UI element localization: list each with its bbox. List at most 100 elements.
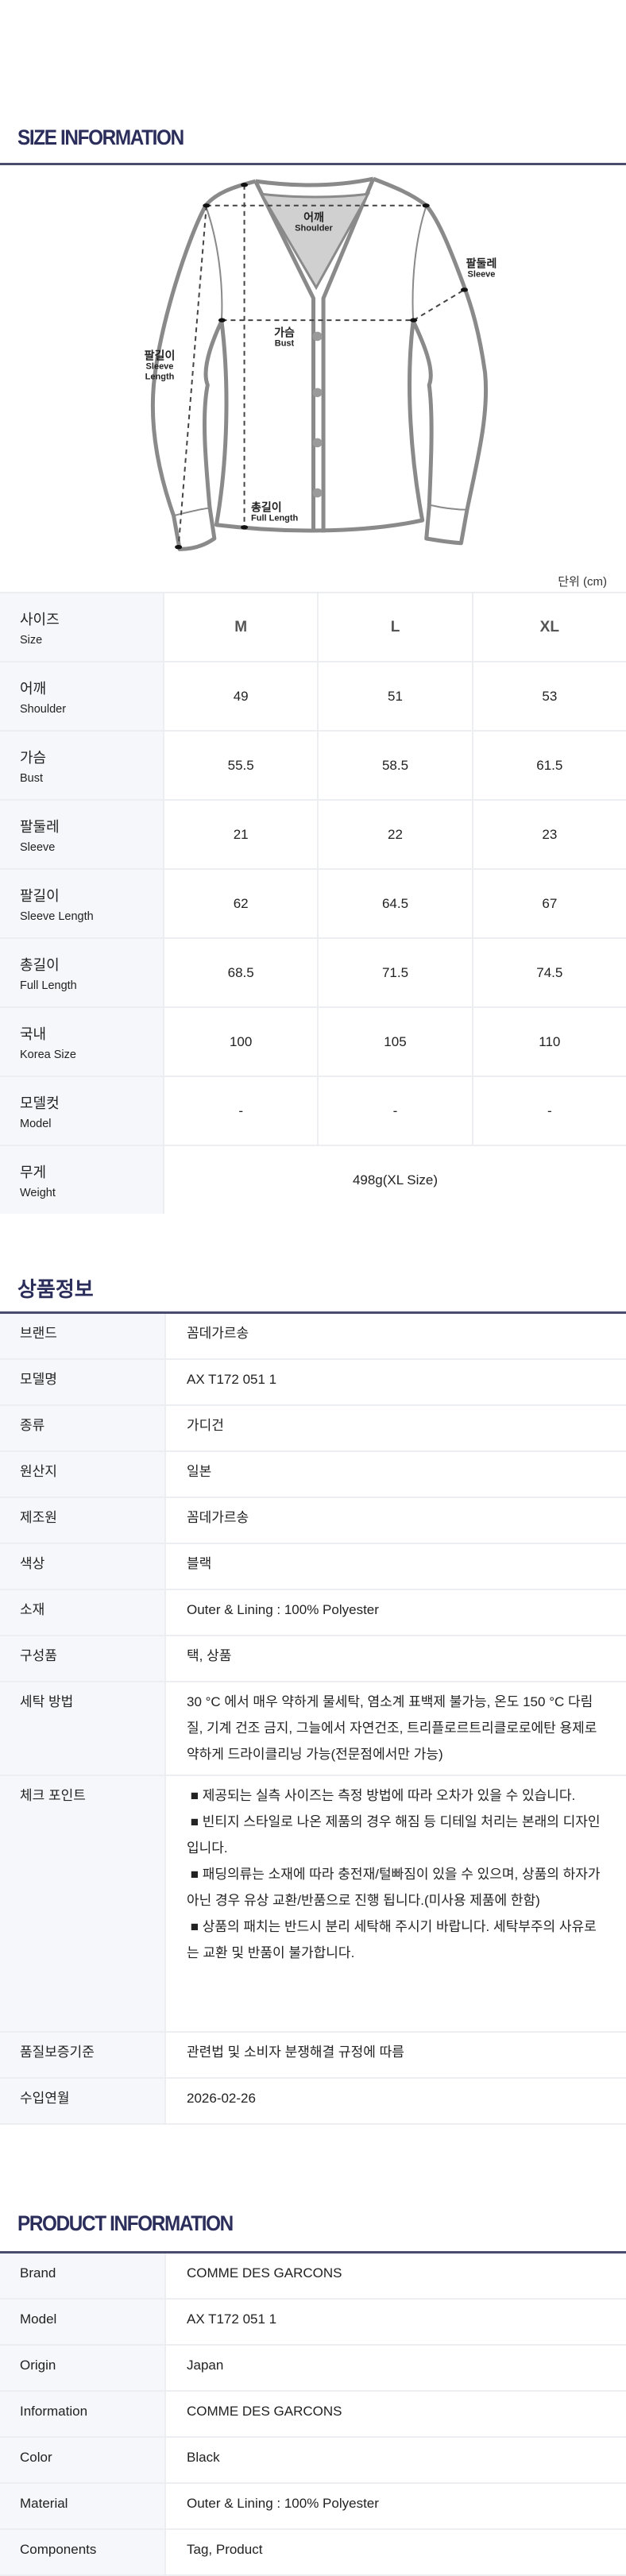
- row-label-ko: 팔둘레: [20, 818, 60, 835]
- title-divider: [0, 163, 626, 165]
- point-dot: [241, 183, 249, 187]
- check-point-item: ■ 패딩의류는 소재에 따라 충전재/털빠짐이 있을 수 있으며, 상품의 하자…: [187, 1867, 605, 1908]
- sleeve-length-label: 팔길이 Sleeve Length: [145, 349, 176, 381]
- info-row: Model AX T172 051 1: [0, 2300, 626, 2346]
- size-value: 53: [542, 688, 558, 704]
- info-label: Origin: [0, 2346, 166, 2390]
- sleeve-length-label-en1: Sleeve: [145, 361, 174, 372]
- info-row: Color Black: [0, 2438, 626, 2484]
- full-length-label-en: Full Length: [251, 513, 299, 523]
- shoulder-label-ko: 어깨: [303, 210, 324, 224]
- row-header: 팔길이 Sleeve Length: [0, 870, 164, 937]
- info-label: 세탁 방법: [0, 1682, 166, 1775]
- info-row: Components Tag, Product: [0, 2530, 626, 2576]
- shoulder-label: 어깨 Shoulder: [295, 211, 333, 234]
- info-label: 제조원: [0, 1498, 166, 1543]
- check-point-item: ■ 제공되는 실측 사이즈는 측정 방법에 따라 오차가 있을 수 있습니다.: [187, 1788, 576, 1803]
- info-label: 품질보증기준: [0, 2033, 166, 2077]
- measure-points: [175, 183, 468, 550]
- product-info-ko-table: 브랜드 꼼데가르송 모델명 AX T172 051 1 종류 가디건 원산지 일본 제조원 꼼데가…: [0, 1314, 626, 2125]
- row-header: 사이즈 Size: [0, 593, 164, 661]
- info-label: 색상: [0, 1544, 166, 1589]
- row-label-en: Korea Size: [20, 1048, 76, 1061]
- row-label-en: Full Length: [20, 979, 77, 992]
- title-divider: [0, 1311, 626, 1314]
- row-label-ko: 가슴: [20, 749, 47, 766]
- buttons: [312, 331, 323, 498]
- size-row: 총길이 Full Length 68.5 71.5 74.5: [0, 939, 626, 1008]
- row-label-en: Model: [20, 1117, 52, 1130]
- point-dot: [175, 545, 183, 550]
- info-label: 구성품: [0, 1636, 166, 1681]
- check-point-item: ■ 상품의 패치는 반드시 분리 세탁해 주시기 바랍니다. 세탁부주의 사유로…: [187, 1919, 597, 1960]
- info-label: Information: [0, 2392, 166, 2436]
- size-row: 모델컷 Model - - -: [0, 1077, 626, 1146]
- info-row: 세탁 방법 30 °C 에서 매우 약하게 물세탁, 염소계 표백제 불가능, 온…: [0, 1682, 626, 1776]
- size-row: 팔길이 Sleeve Length 62 64.5 67: [0, 870, 626, 939]
- point-dot: [218, 318, 226, 322]
- size-value: 100: [164, 1008, 319, 1076]
- info-label: Brand: [0, 2254, 166, 2298]
- size-value: 68.5: [164, 939, 319, 1006]
- point-dot: [203, 203, 211, 208]
- info-row: Brand COMME DES GARCONS: [0, 2254, 626, 2300]
- size-table: 사이즈 Size M L XL 어깨 Shoulder 49 51 53 가슴 Bust 55…: [0, 592, 626, 1214]
- size-column-m: M: [164, 593, 319, 661]
- row-label-en: Sleeve Length: [20, 910, 94, 923]
- info-row: 브랜드 꼼데가르송: [0, 1314, 626, 1360]
- size-value: 105: [319, 1008, 473, 1076]
- size-value: 64.5: [319, 870, 473, 937]
- info-value: Black: [187, 2450, 220, 2465]
- size-value: 55.5: [164, 732, 319, 799]
- weight-row: 무게 Weight 498g(XL Size): [0, 1146, 626, 1214]
- row-label-ko: 모델컷: [20, 1095, 60, 1111]
- point-dot: [422, 203, 430, 208]
- info-value: AX T172 051 1: [187, 1372, 277, 1387]
- info-row: 소재 Outer & Lining : 100% Polyester: [0, 1590, 626, 1636]
- info-label: 소재: [0, 1590, 166, 1635]
- info-row: 구성품 택, 상품: [0, 1636, 626, 1682]
- sleeve-label-en: Sleeve: [467, 269, 496, 280]
- info-value: 일본: [187, 1464, 212, 1479]
- bust-label-ko: 가슴: [274, 326, 295, 339]
- info-label: 원산지: [0, 1452, 166, 1497]
- cardigan-measurement-diagram: [0, 166, 626, 574]
- info-value: Japan: [187, 2358, 224, 2373]
- info-row: 수입연월 2026-02-26: [0, 2079, 626, 2125]
- info-value: 2026-02-26: [187, 2091, 256, 2106]
- info-value: Outer & Lining : 100% Polyester: [187, 2496, 379, 2511]
- cardigan-outline: [153, 179, 485, 549]
- row-header: 무게 Weight: [0, 1146, 164, 1214]
- size-value: 58.5: [319, 732, 473, 799]
- point-dot: [241, 525, 249, 530]
- info-row: 제조원 꼼데가르송: [0, 1498, 626, 1544]
- info-value: AX T172 051 1: [187, 2311, 277, 2327]
- info-label: Components: [0, 2530, 166, 2574]
- row-label-en: Shoulder: [20, 702, 67, 716]
- sleeve-label: 팔둘레 Sleeve: [466, 257, 497, 280]
- unit-label: 단위 (cm): [558, 575, 607, 589]
- size-value: 22: [319, 801, 473, 868]
- sleeve-length-label-ko: 팔길이: [144, 349, 176, 362]
- info-value: 가디건: [187, 1418, 224, 1433]
- row-label-ko: 총길이: [20, 956, 60, 973]
- size-value: 67: [542, 895, 558, 911]
- size-value: 23: [542, 826, 558, 842]
- shoulder-label-en: Shoulder: [295, 223, 333, 234]
- sleeve-line: [414, 290, 465, 320]
- size-value: 49: [164, 662, 319, 730]
- info-label: 수입연월: [0, 2079, 166, 2123]
- button-icon: [312, 438, 323, 448]
- size-header-row: 사이즈 Size M L XL: [0, 593, 626, 662]
- size-column-xl: XL: [539, 618, 559, 635]
- weight-ko: 무게: [20, 1164, 47, 1180]
- size-value: -: [319, 1077, 473, 1145]
- check-point-value: ■ 제공되는 실측 사이즈는 측정 방법에 따라 오차가 있을 수 있습니다. …: [166, 1776, 626, 2031]
- title-divider: [0, 2251, 626, 2254]
- product-info-ko-title: 상품정보: [17, 1277, 94, 1301]
- info-label: 종류: [0, 1406, 166, 1450]
- row-header: 모델컷 Model: [0, 1077, 164, 1145]
- check-point-item: ■ 빈티지 스타일로 나온 제품의 경우 해짐 등 디테일 처리는 본래의 디자…: [187, 1814, 601, 1856]
- bust-label: 가슴 Bust: [274, 326, 295, 350]
- info-value: 30 °C 에서 매우 약하게 물세탁, 염소계 표백제 불가능, 온도 150…: [187, 1694, 597, 1762]
